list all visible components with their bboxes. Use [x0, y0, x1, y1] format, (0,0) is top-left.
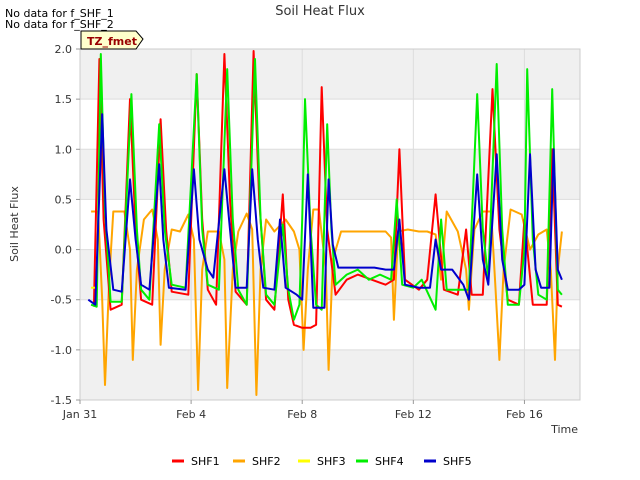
y-tick-label: -1.0: [51, 344, 72, 357]
legend-label-shf2: SHF2: [252, 455, 281, 468]
y-tick-label: -1.5: [51, 394, 72, 407]
no-data-message-1: No data for f_SHF_1: [5, 7, 114, 20]
y-tick-label: 0.5: [55, 193, 73, 206]
series-line-shf1: [92, 50, 563, 329]
y-tick-label: 0.0: [55, 244, 73, 257]
series-line-shf4: [90, 53, 563, 321]
series-line-shf2: [91, 208, 563, 396]
chart-title: Soil Heat Flux: [275, 4, 365, 19]
series-line-shf5: [87, 113, 563, 309]
y-axis-ticks: -1.5 -1.0 -0.5 0.0 0.5 1.0 1.5 2.0: [51, 43, 80, 407]
x-axis-ticks: Jan 31 Feb 4 Feb 8 Feb 12 Feb 16: [62, 400, 543, 421]
tag-label: TZ_fmet: [80, 30, 144, 50]
legend-label-shf4: SHF4: [375, 455, 404, 468]
x-tick-label: Feb 16: [506, 408, 543, 421]
plot-frame: [79, 48, 581, 401]
y-tick-label: 1.0: [55, 143, 73, 156]
y-tick-label: 2.0: [55, 43, 73, 56]
x-tick-label: Feb 8: [287, 408, 317, 421]
band: [80, 49, 580, 100]
x-tick-label: Feb 12: [395, 408, 432, 421]
legend-label-shf3: SHF3: [317, 455, 346, 468]
x-tick-label: Feb 4: [176, 408, 206, 421]
tag-box: [80, 30, 144, 50]
y-tick-label: 1.5: [55, 93, 73, 106]
legend-label-shf1: SHF1: [191, 455, 220, 468]
no-data-message-2: No data for f_SHF_2: [5, 18, 114, 31]
x-tick-label: Jan 31: [62, 408, 97, 421]
y-axis-label: Soil Heat Flux: [8, 186, 21, 262]
legend-label-shf5: SHF5: [443, 455, 472, 468]
y-tick-label: -0.5: [51, 294, 72, 307]
x-axis-label: Time: [550, 423, 578, 436]
legend: SHF1 SHF2 SHF3 SHF4 SHF5: [172, 455, 472, 468]
tag-text: TZ_fmet: [87, 35, 137, 48]
plot-area: [87, 50, 563, 396]
